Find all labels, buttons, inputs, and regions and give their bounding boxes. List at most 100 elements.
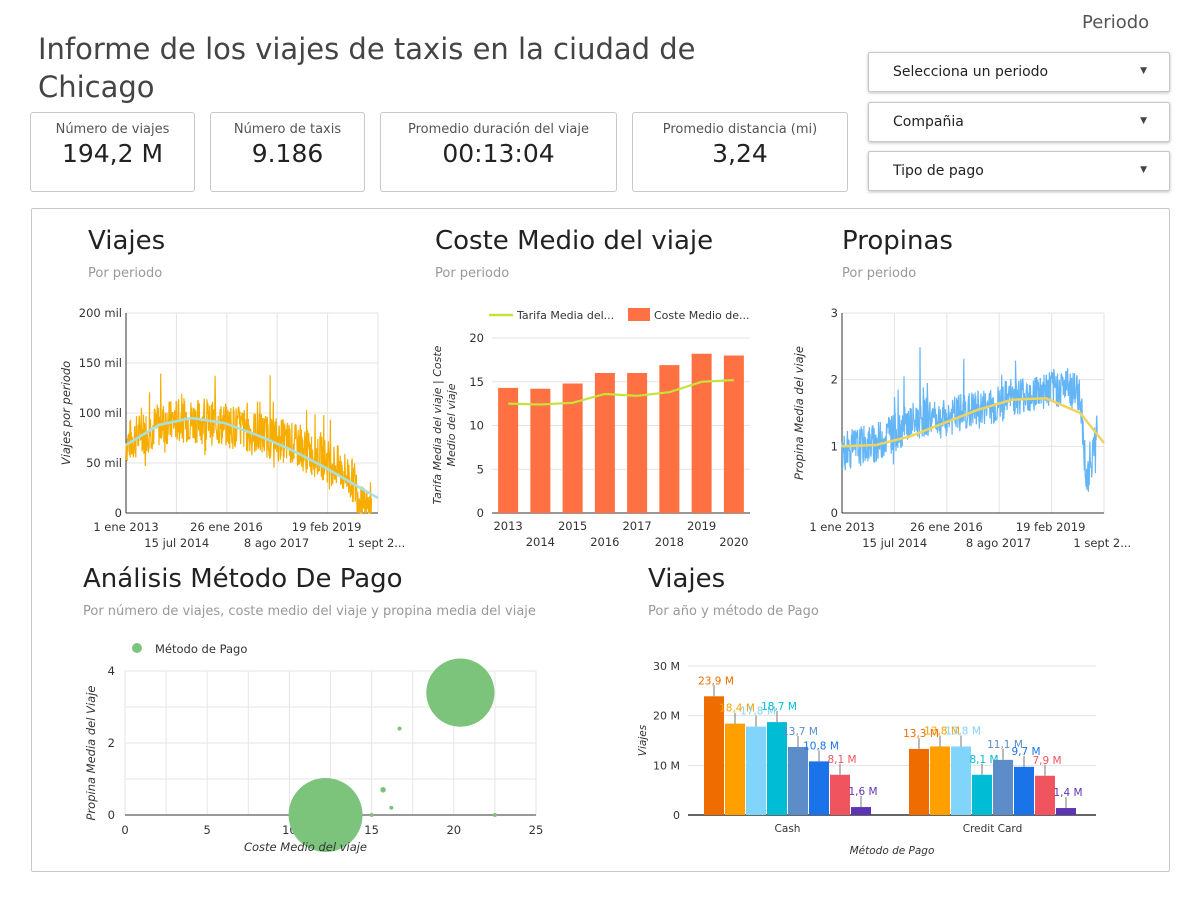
y-tick-label: 20 M (653, 710, 680, 723)
kpi-label: Promedio distancia (mi) (662, 122, 818, 137)
chevron-down-icon: ▼ (1140, 165, 1147, 175)
bar-cost (723, 355, 744, 513)
legend-swatch-cost (628, 308, 650, 321)
y-tick-label: 10 (469, 419, 484, 433)
x-axis-label: Método de Pago (850, 845, 935, 857)
x-tick-label: 8 ago 2017 (244, 536, 309, 550)
bar-trips (704, 696, 724, 815)
trips-line-chart: 0 50 mil 100 mil 150 mil 200 mil 1 ene 2013 26… (59, 306, 405, 550)
data-label: 10,8 M (803, 740, 839, 752)
x-tick-label: 2013 (493, 519, 522, 533)
y-tick-label: 10 M (653, 759, 680, 772)
period-label: Periodo (1082, 12, 1150, 33)
bubble-point (369, 813, 374, 817)
payment-type-select[interactable]: Tipo de pago ▼ (868, 151, 1170, 191)
kpi-value: 9.186 (251, 139, 324, 168)
legend-label: Método de Pago (155, 642, 247, 656)
data-label: 23,9 M (698, 675, 734, 687)
period-select-label: Selecciona un periodo (893, 64, 1049, 80)
bubble-point (397, 726, 402, 731)
legend-label-fare: Tarifa Media del... (516, 309, 614, 322)
y-tick-label: 0 (831, 506, 838, 520)
x-tick-label: 1 ene 2013 (93, 520, 158, 534)
kpi-value: 194,2 M (61, 139, 164, 168)
data-label: 17,8 M (740, 706, 776, 718)
y-tick-label: 0 (477, 506, 484, 520)
chevron-down-icon: ▼ (1140, 66, 1147, 76)
trips-trend-line (125, 416, 379, 500)
trips-chart-subtitle: Por periodo (88, 266, 163, 281)
kpi-card-taxis: Número de taxis 9.186 (210, 112, 365, 192)
x-tick-label: 2018 (655, 535, 684, 549)
data-label: 9,7 M (1011, 746, 1040, 758)
bar-cost (498, 387, 519, 513)
bar-trips (972, 774, 992, 815)
period-select[interactable]: Selecciona un periodo ▼ (868, 52, 1170, 92)
kpi-label: Número de taxis (233, 122, 342, 137)
kpi-value: 00:13:04 (442, 139, 555, 168)
data-label: 7,9 M (1032, 755, 1061, 767)
y-tick-label: 0 (108, 808, 115, 822)
x-tick-label: 2015 (558, 519, 587, 533)
y-tick-label: 1 (831, 439, 838, 453)
bubble-point (426, 658, 495, 727)
data-label: 18,7 M (761, 701, 797, 713)
data-label: 13,8 M (924, 725, 960, 737)
y-axis-label: Tarifa Media del viaje | CosteMedio del … (431, 345, 458, 504)
bar-cost (530, 388, 551, 513)
payment-analysis-subtitle: Por número de viajes, coste medio del vi… (83, 604, 536, 619)
bar-cost (627, 373, 648, 513)
bar-trips (1056, 808, 1076, 815)
x-tick-label: 19 feb 2019 (292, 520, 362, 534)
y-tick-label: 100 mil (79, 406, 122, 420)
trips-payment-subtitle: Por año y método de Pago (648, 604, 819, 619)
bubble-point (492, 813, 497, 817)
trips-payment-bar-chart: 0 10 M 20 M 30 M 23,9 M 18,4 M17,8 M18,7 M 13,… (637, 660, 1096, 857)
y-tick-label: 200 mil (79, 306, 122, 320)
kpi-label: Promedio duración del viaje (408, 122, 589, 137)
x-tick-label: 1 sept 2... (1073, 536, 1131, 550)
y-tick-label: 150 mil (79, 356, 122, 370)
bar-trips (767, 722, 787, 815)
bar-trips (746, 726, 766, 815)
x-tick-label: 1 sept 2... (347, 536, 405, 550)
bar-cost (562, 383, 583, 513)
tips-chart-subtitle: Por periodo (842, 266, 917, 281)
bubble-point (389, 805, 394, 810)
x-tick-label: 0 (121, 823, 128, 837)
bar-trips (830, 774, 850, 815)
y-tick-label: 5 (477, 462, 484, 476)
x-axis-label: Coste Medio del viaje (244, 840, 367, 854)
data-label: 13,3 M (903, 728, 939, 740)
y-axis-label: Viajes (637, 724, 649, 756)
kpi-value: 3,24 (712, 139, 768, 168)
data-label: 8,1 M (827, 754, 856, 766)
x-tick-label: 26 ene 2016 (190, 520, 263, 534)
trips-payment-title: Viajes (648, 564, 726, 594)
bar-trips (993, 759, 1013, 815)
bubble-point (380, 787, 386, 793)
company-select[interactable]: Compañia ▼ (868, 102, 1170, 142)
bar-trips (788, 746, 808, 815)
tips-line-chart: 0 1 2 3 1 ene 2013 26 ene 2016 19 feb 2019 15 j… (792, 306, 1131, 550)
y-tick-label: 30 M (653, 660, 680, 673)
x-tick-label: 2017 (622, 519, 651, 533)
data-label: 13,8 M (945, 725, 981, 737)
y-tick-label: 4 (108, 664, 115, 678)
trips-series-line (125, 373, 373, 515)
y-tick-label: 2 (108, 736, 115, 750)
bar-cost (691, 353, 712, 513)
fare-line (508, 378, 734, 406)
tips-chart-title: Propinas (842, 226, 953, 256)
y-tick-label: 20 (469, 331, 484, 345)
payment-analysis-title: Análisis Método De Pago (83, 564, 403, 594)
kpi-card-duration: Promedio duración del viaje 00:13:04 (380, 112, 617, 192)
company-select-label: Compañia (893, 114, 964, 130)
data-label: 8,1 M (969, 754, 998, 766)
y-tick-label: 3 (831, 306, 838, 320)
data-label: 18,4 M (719, 703, 755, 715)
tips-trend-line (841, 397, 1105, 448)
x-tick-label: Credit Card (963, 823, 1022, 835)
